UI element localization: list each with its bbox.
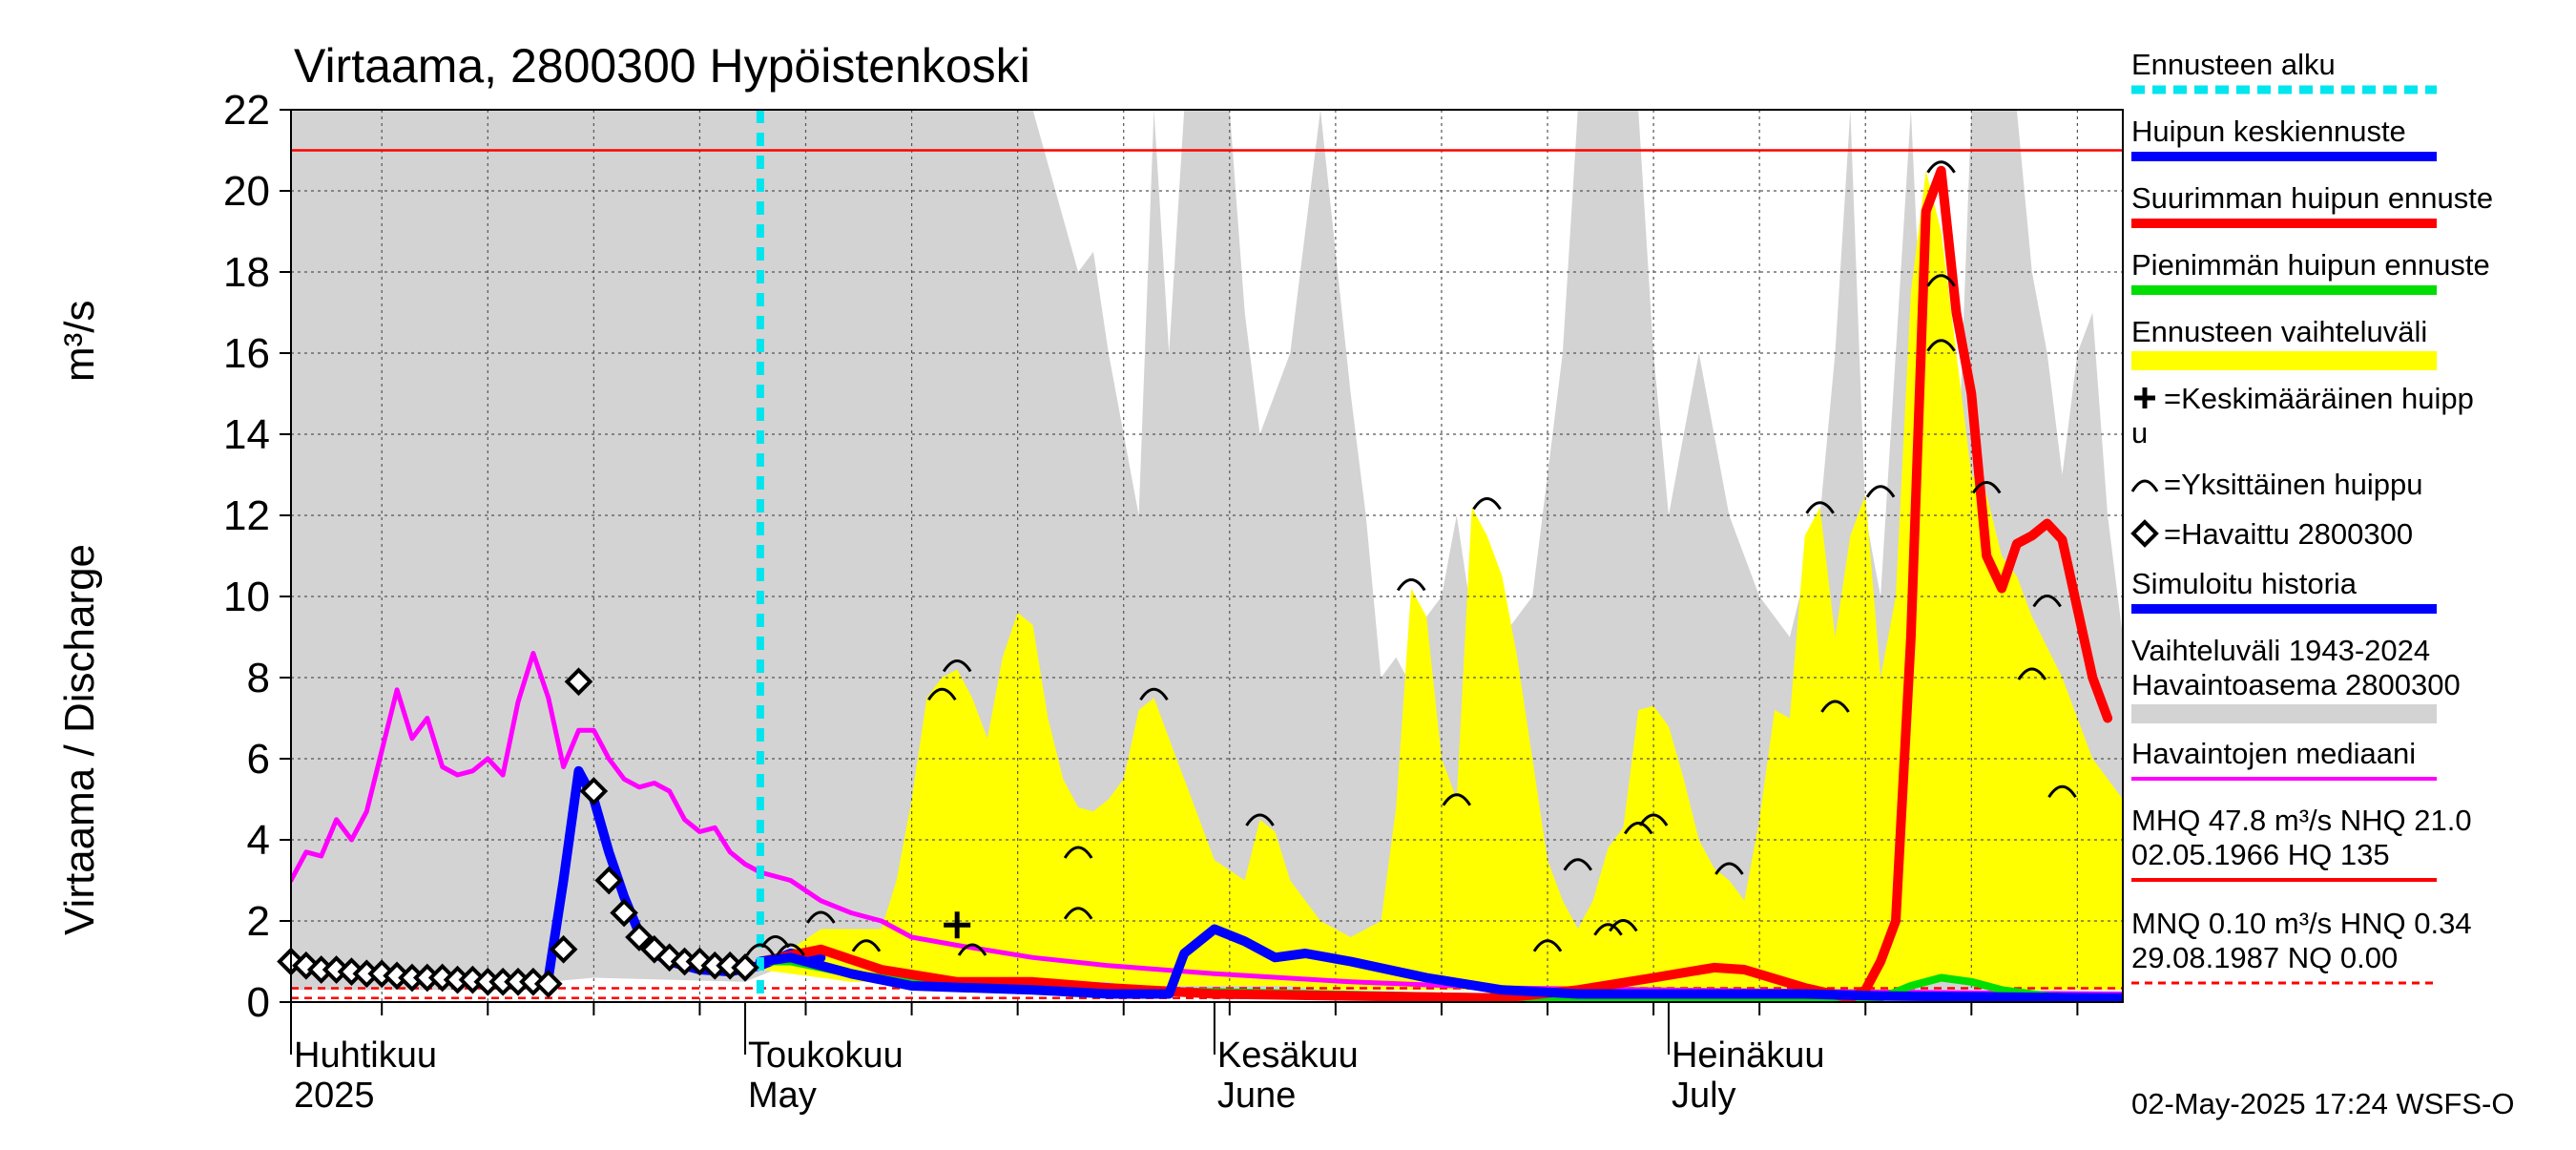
- markers-layer: [277, 160, 2077, 998]
- series-layer: [291, 110, 2123, 1002]
- single-peak-7: [957, 943, 987, 956]
- single-peak-27: [1926, 339, 1956, 352]
- single-peak-12: [1396, 578, 1426, 592]
- legend: Ennusteen alku Huipun keskiennuste Suurimm…: [2130, 48, 2493, 985]
- plot-frame: [290, 109, 2124, 1003]
- single-peak-10: [1139, 687, 1169, 701]
- x-tick-label2-1: May: [748, 1076, 817, 1116]
- single-peak-8: [1063, 907, 1093, 920]
- x-tick-label-2: Kesäkuu: [1217, 1035, 1359, 1076]
- y-tick-label-4: 4: [247, 817, 270, 864]
- observed-point-18: [549, 934, 578, 964]
- legend-label-0: Ennusteen alku: [2131, 48, 2336, 81]
- y-tick-label-8: 8: [247, 655, 270, 701]
- observed-point-22: [625, 923, 654, 951]
- legend-label-7: =Havaittu 2800300: [2164, 517, 2413, 551]
- single-peak-24: [1865, 485, 1896, 498]
- legend-label-1: Huipun keskiennuste: [2131, 115, 2406, 148]
- y-tick-label-20: 20: [223, 168, 270, 215]
- legend-label-10: Havaintojen mediaani: [2131, 737, 2416, 770]
- single-peak-30: [2032, 595, 2062, 608]
- series-line-3: [755, 165, 2113, 1002]
- y-tick-label-0: 0: [247, 979, 270, 1026]
- legend-label-12: MNQ 0.10 m³/s HNQ 0.34: [2131, 907, 2472, 940]
- y-tick-label-16: 16: [223, 330, 270, 377]
- legend-label-6: =Yksittäinen huippu: [2164, 468, 2422, 501]
- legend-swatch-4: [2131, 351, 2437, 370]
- single-peak-18: [1609, 919, 1638, 932]
- single-peak-9: [1063, 846, 1093, 859]
- single-peak-16: [1563, 858, 1593, 871]
- y-tick-label-14: 14: [223, 411, 270, 458]
- single-peak-15: [1532, 939, 1563, 952]
- single-peak-1: [760, 935, 791, 949]
- forecast-range-layer: [759, 170, 2123, 991]
- single-peak-0: [745, 943, 776, 956]
- legend-label2-5: u: [2131, 416, 2148, 450]
- single-peak-31: [2047, 784, 2077, 799]
- observed-point-19: [579, 777, 609, 805]
- y-tick-label-6: 6: [247, 736, 270, 783]
- x-tick-label2-3: July: [1672, 1076, 1736, 1116]
- legend-label-8: Simuloitu historia: [2131, 567, 2358, 600]
- x-tick-label2-0: 2025: [294, 1076, 375, 1116]
- footer-timestamp: 02-May-2025 17:24 WSFS-O: [2131, 1087, 2514, 1120]
- x-tick-label2-2: June: [1217, 1076, 1296, 1116]
- single-peak-28: [1971, 481, 2002, 494]
- legend-label2-12: 29.08.1987 NQ 0.00: [2131, 941, 2398, 974]
- observed-point-17: [533, 970, 563, 998]
- single-peak-11: [1245, 813, 1275, 826]
- x-tick-label-1: Toukokuu: [748, 1035, 904, 1076]
- single-peak-13: [1442, 793, 1472, 806]
- legend-label2-11: 02.05.1966 HQ 135: [2131, 838, 2390, 871]
- single-peak-23: [1820, 700, 1850, 713]
- legend-symbol-6: [2130, 479, 2159, 492]
- legend-label-4: Ennusteen vaihteluväli: [2131, 315, 2427, 348]
- legend-label-5: =Keskimääräinen huipp: [2164, 382, 2474, 415]
- series-line-4: [755, 924, 2123, 1002]
- legend-label-3: Pienimmän huipun ennuste: [2131, 248, 2490, 282]
- y-tick-label-22: 22: [223, 87, 270, 134]
- series-line-0: [291, 651, 2123, 996]
- y-axis-unit: m³/s: [56, 300, 103, 382]
- observed-point-26: [685, 947, 715, 976]
- observed-point-1: [292, 951, 321, 980]
- single-peak-26: [1926, 274, 1956, 287]
- single-peak-20: [1638, 813, 1669, 826]
- legend-symbol-7: [2130, 519, 2159, 548]
- legend-label-9: Vaihteluväli 1943-2024: [2131, 634, 2430, 667]
- single-peak-21: [1714, 862, 1744, 875]
- single-peak-3: [806, 910, 836, 924]
- forecast-range-band: [759, 170, 2123, 991]
- single-peak-6: [942, 659, 972, 673]
- legend-label2-9: Havaintoasema 2800300: [2131, 668, 2461, 701]
- legend-label-11: MHQ 47.8 m³/s NHQ 21.0: [2131, 804, 2472, 837]
- x-tick-label-3: Heinäkuu: [1672, 1035, 1825, 1076]
- chart-title: Virtaama, 2800300 Hypöistenkoski: [294, 39, 1030, 93]
- observed-point-outlier: [564, 667, 593, 697]
- single-peak-5: [927, 687, 957, 701]
- single-peak-14: [1472, 497, 1502, 511]
- legend-label-2: Suurimman huipun ennuste: [2131, 181, 2493, 215]
- legend-swatch-9: [2131, 704, 2437, 723]
- single-peak-19: [1623, 822, 1653, 835]
- y-tick-label-10: 10: [223, 574, 270, 620]
- y-tick-label-18: 18: [223, 249, 270, 296]
- single-peak-25: [1926, 160, 1956, 174]
- y-tick-label-2: 2: [247, 898, 270, 945]
- single-peak-4: [851, 939, 882, 952]
- observed-point-21: [610, 898, 638, 928]
- single-peak-2: [776, 943, 805, 956]
- single-peak-22: [1805, 501, 1835, 514]
- single-peak-17: [1593, 923, 1623, 936]
- x-tick-label-0: Huhtikuu: [294, 1035, 437, 1076]
- observed-point-29: [731, 953, 759, 982]
- observed-point-20: [594, 866, 624, 895]
- y-tick-label-12: 12: [223, 492, 270, 539]
- single-peak-29: [2017, 667, 2047, 680]
- y-axis-label: Virtaama / Discharge: [56, 544, 103, 935]
